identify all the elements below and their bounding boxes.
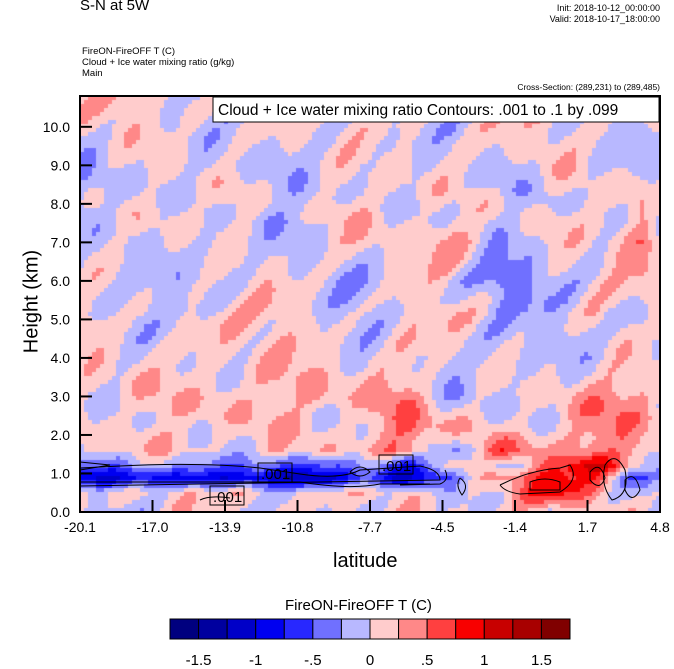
colorbar-label: 1.5 (530, 652, 552, 669)
contour-line (589, 466, 606, 486)
colorbar-label: -1 (249, 652, 263, 669)
x-tick-label: -1.4 (503, 519, 527, 535)
temperature-difference-field (80, 96, 660, 512)
x-tick-label: -20.1 (64, 519, 96, 535)
contour-line (603, 458, 627, 501)
contour-line (80, 481, 430, 488)
contour-info-box (212, 96, 660, 123)
x-tick-label: 1.7 (578, 519, 598, 535)
colorbar-swatch (226, 618, 257, 640)
x-tick-label: -7.7 (358, 519, 382, 535)
contour-label-box (209, 485, 245, 506)
y-tick-label: 8.0 (51, 196, 71, 212)
contour-line (199, 496, 231, 501)
contour-line (349, 466, 371, 477)
colorbar-swatch (198, 618, 228, 640)
contour-label: .001 (261, 466, 290, 483)
contour-label-box (257, 462, 293, 483)
colorbar-label: 0 (365, 652, 375, 669)
x-tick-label: -17.0 (137, 519, 169, 535)
cross-section-info: Cross-Section: (289,231) to (289,485) (517, 82, 660, 92)
colorbar-label: .5 (420, 652, 434, 669)
colorbar-swatch (312, 618, 342, 640)
colorbar-swatch (426, 618, 457, 640)
y-tick-label: 3.0 (51, 388, 71, 404)
contour-line (399, 469, 448, 486)
y-axis-label: Height (km) (20, 249, 43, 354)
colorbar (169, 618, 571, 640)
y-tick-label: 2.0 (51, 427, 71, 443)
colorbar-swatch (540, 618, 571, 640)
colorbar-label: -1.5 (185, 652, 212, 669)
colorbar-swatch (398, 618, 428, 640)
axes: -20.1 -17.0 -13.9 -10.8 -7.7 -4.5 -1.4 1.7 4.8 0.… (43, 119, 670, 535)
subtitle-contour: Cloud + Ice water mixing ratio (g/kg) (82, 57, 235, 68)
colorbar-swatch (369, 618, 400, 640)
y-tick-label: 10.0 (43, 119, 70, 135)
y-tick-label: 9.0 (51, 157, 71, 173)
colorbar-swatch (255, 618, 285, 640)
contour-line (79, 463, 441, 487)
x-tick-label: 4.8 (650, 519, 670, 535)
x-tick-label: -13.9 (209, 519, 241, 535)
contour-line (529, 478, 561, 491)
y-tick-label: 7.0 (51, 234, 71, 250)
colorbar-swatch (169, 618, 200, 640)
contour-label: .001 (382, 458, 411, 475)
y-tick-label: 4.0 (51, 350, 71, 366)
colorbar-label: 1 (480, 652, 489, 669)
colorbar-swatch (340, 618, 371, 640)
colorbar-swatch (483, 618, 514, 640)
x-tick-label: -10.8 (282, 519, 314, 535)
x-axis-label: latitude (333, 550, 398, 572)
valid-time: Valid: 2018-10-17_18:00:00 (549, 14, 660, 24)
contour-label-box (378, 454, 414, 475)
colorbar-swatch (455, 618, 485, 640)
subtitle-domain: Main (82, 68, 103, 79)
contour-line (457, 477, 466, 496)
colorbar-title: FireON-FireOFF T (C) (285, 597, 432, 614)
y-tick-label: 1.0 (51, 465, 71, 481)
contour-labels: .001 .001 .001 (209, 454, 414, 506)
contour-line (624, 476, 641, 498)
colorbar-swatch (283, 618, 314, 640)
y-tick-label: 6.0 (51, 273, 71, 289)
contour-line (79, 461, 111, 471)
colorbar-label: -.5 (304, 652, 322, 669)
contour-label: .001 (213, 489, 242, 506)
contour-info: Cloud + Ice water mixing ratio Contours:… (218, 102, 618, 119)
contour-line (499, 464, 574, 495)
y-tick-label: 0.0 (51, 504, 71, 520)
cloud-contours (79, 458, 641, 501)
subtitle-field: FireON-FireOFF T (C) (82, 46, 176, 57)
y-tick-label: 5.0 (51, 311, 71, 327)
init-time: Init: 2018-10-12_00:00:00 (556, 3, 660, 13)
plot-title: S-N at 5W (80, 0, 150, 14)
x-tick-label: -4.5 (430, 519, 454, 535)
colorbar-swatch (512, 618, 542, 640)
